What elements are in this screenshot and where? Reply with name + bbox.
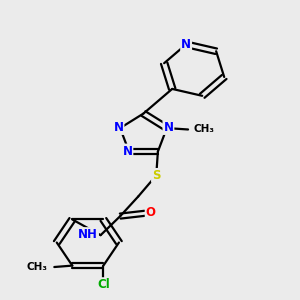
Text: N: N bbox=[122, 145, 132, 158]
Text: O: O bbox=[146, 206, 156, 219]
Text: CH₃: CH₃ bbox=[194, 124, 215, 134]
Text: N: N bbox=[113, 121, 124, 134]
Text: N: N bbox=[181, 38, 191, 51]
Text: S: S bbox=[152, 169, 160, 182]
Text: Cl: Cl bbox=[97, 278, 110, 291]
Text: NH: NH bbox=[78, 228, 98, 241]
Text: CH₃: CH₃ bbox=[27, 262, 48, 272]
Text: N: N bbox=[164, 121, 173, 134]
